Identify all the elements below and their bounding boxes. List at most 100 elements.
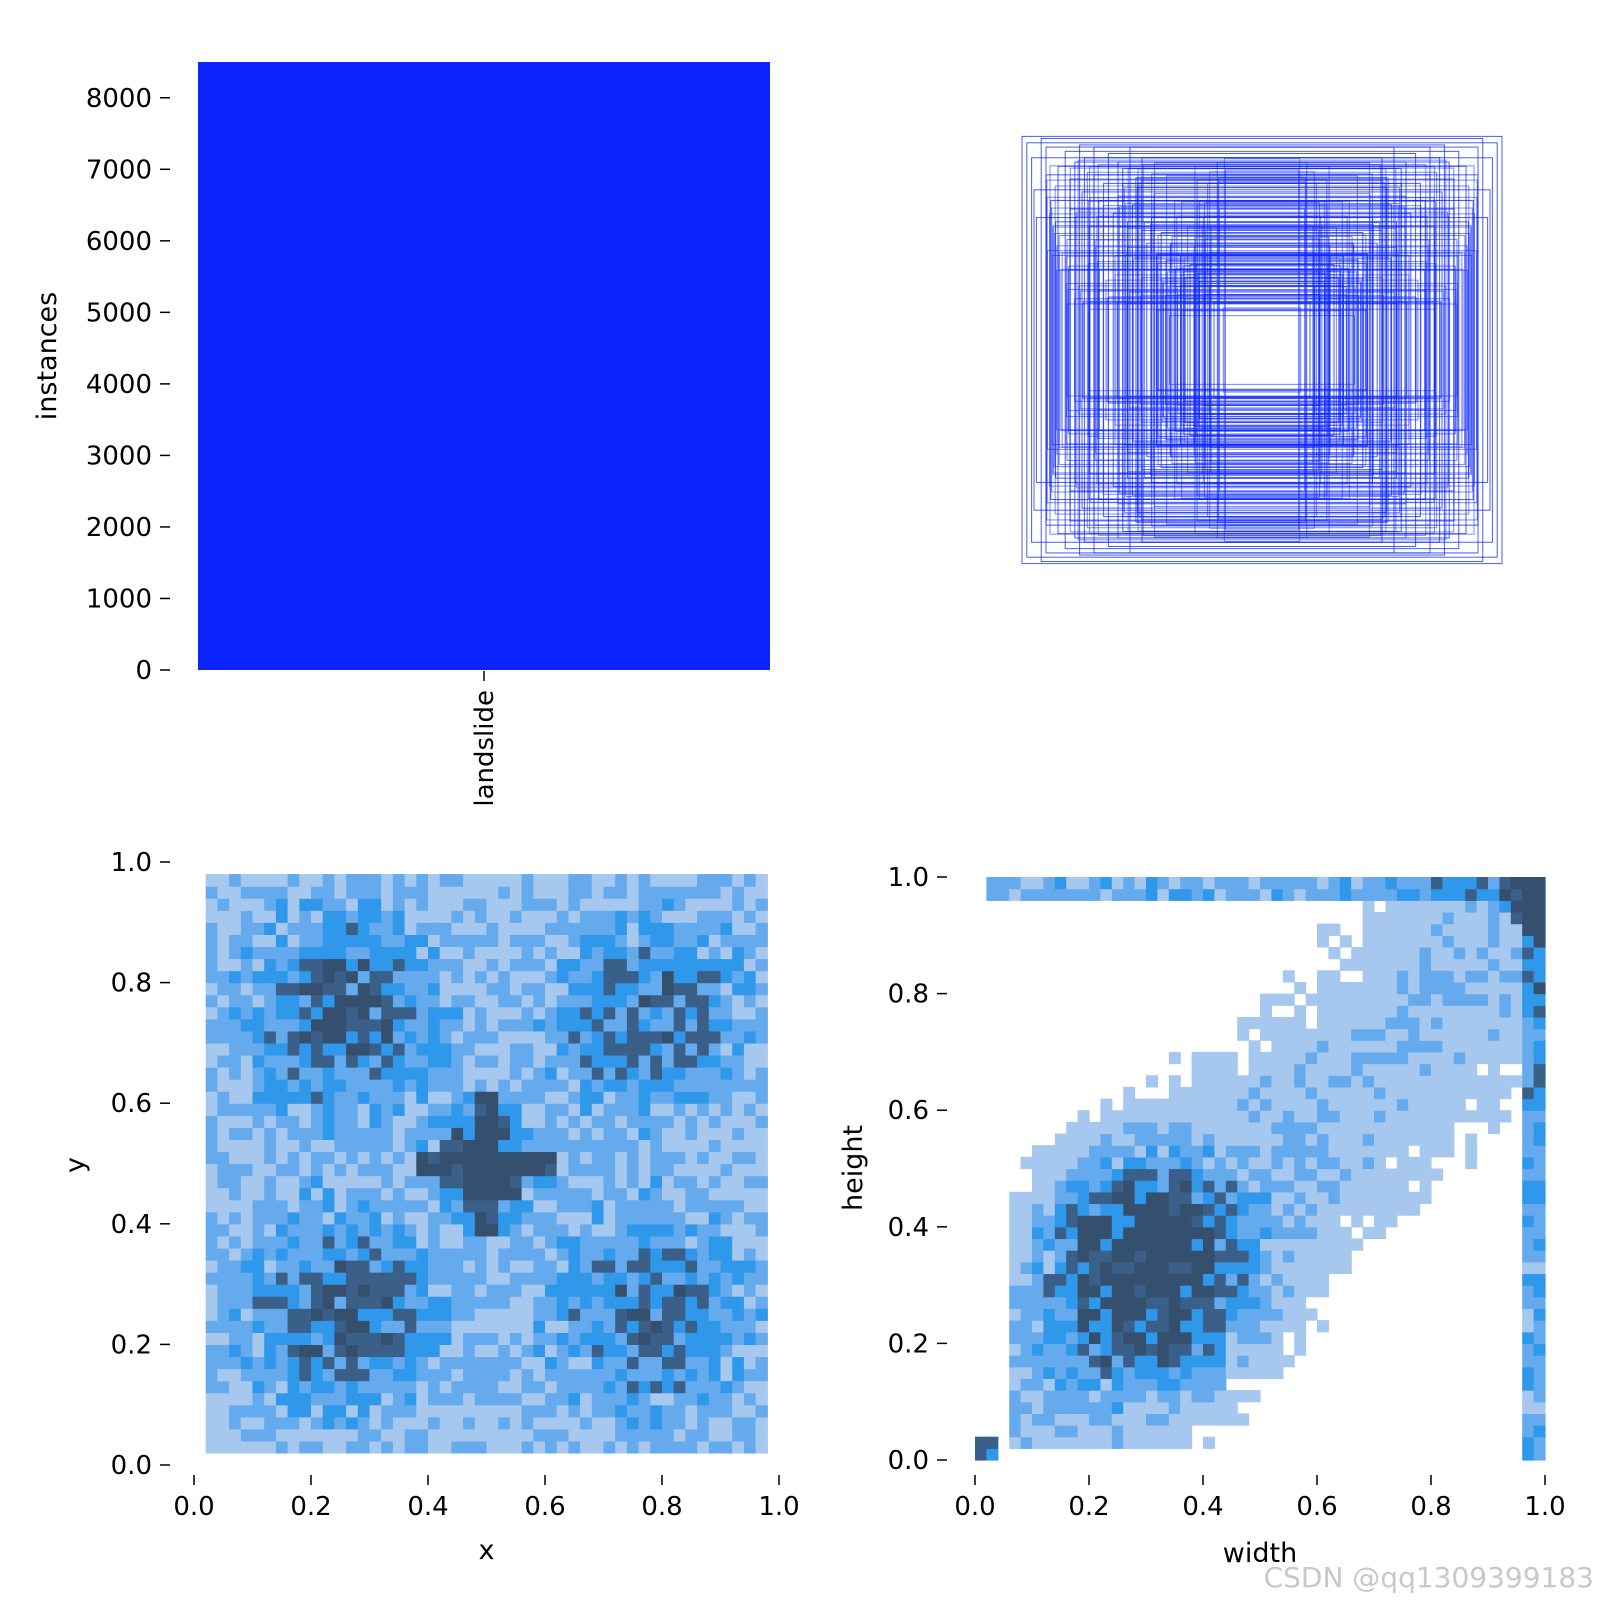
histogram-cell — [1032, 1366, 1044, 1379]
histogram-cell — [1317, 1005, 1329, 1018]
histogram-cell — [229, 1320, 242, 1333]
histogram-cell — [498, 874, 511, 887]
histogram-cell — [1339, 1063, 1352, 1076]
histogram-cell — [638, 982, 651, 996]
histogram-cell — [1043, 1413, 1056, 1426]
histogram-cell — [697, 1332, 710, 1345]
histogram-cell — [1214, 1296, 1227, 1310]
histogram-cell — [392, 1187, 406, 1201]
histogram-cell — [1054, 1343, 1067, 1356]
histogram-cell — [252, 1054, 265, 1068]
box-outline — [1141, 157, 1383, 543]
histogram-cell — [1282, 877, 1295, 890]
histogram-cell — [1066, 1308, 1079, 1321]
histogram-cell — [673, 1416, 686, 1430]
histogram-cell — [205, 946, 218, 960]
histogram-cell — [240, 1404, 254, 1418]
histogram-cell — [556, 994, 569, 1008]
histogram-cell — [205, 970, 218, 984]
histogram-cell — [1305, 993, 1318, 1006]
histogram-cell — [1533, 1273, 1546, 1286]
histogram-cell — [720, 1151, 733, 1165]
histogram-cell — [287, 1006, 300, 1020]
histogram-cell — [708, 1127, 722, 1140]
histogram-cell — [1408, 1063, 1421, 1076]
histogram-cell — [1054, 1226, 1067, 1240]
histogram-cell — [217, 1127, 230, 1140]
histogram-cell — [545, 1247, 558, 1261]
histogram-cell — [662, 1272, 675, 1285]
histogram-cell — [556, 1127, 569, 1140]
histogram-cell — [275, 1139, 289, 1153]
histogram-cell — [1510, 900, 1523, 913]
histogram-cell — [275, 970, 289, 984]
histogram-cell — [580, 1187, 593, 1201]
histogram-cell — [626, 946, 640, 960]
histogram-cell — [334, 1139, 347, 1153]
histogram-cell — [1214, 1051, 1227, 1065]
histogram-cell — [603, 1235, 616, 1249]
histogram-cell — [1351, 1040, 1364, 1053]
histogram-cell — [486, 1416, 499, 1430]
histogram-cell — [311, 1368, 324, 1382]
histogram-cell — [1089, 1355, 1101, 1368]
histogram-cell — [463, 1392, 476, 1406]
histogram-cell — [240, 1320, 254, 1333]
histogram-cell — [217, 934, 230, 948]
histogram-cell — [1374, 993, 1386, 1006]
histogram-cell — [545, 1211, 558, 1225]
histogram-cell — [1066, 1215, 1079, 1228]
histogram-cell — [1237, 1215, 1250, 1228]
histogram-cell — [1214, 1226, 1227, 1240]
histogram-cell — [533, 1247, 546, 1261]
histogram-cell — [1260, 1308, 1272, 1321]
histogram-cell — [1077, 1133, 1090, 1146]
histogram-cell — [708, 1247, 722, 1261]
histogram-cell — [1408, 1121, 1421, 1135]
histogram-cell — [580, 922, 593, 935]
histogram-cell — [287, 886, 300, 899]
histogram-cell — [732, 1308, 745, 1321]
histogram-cell — [720, 874, 733, 887]
histogram-cell — [1385, 1180, 1398, 1193]
histogram-cell — [428, 1163, 441, 1177]
histogram-cell — [533, 1428, 546, 1442]
box-outline — [1106, 297, 1418, 403]
histogram-cell — [1054, 1238, 1067, 1251]
histogram-cell — [357, 1079, 371, 1092]
histogram-cell — [1191, 1086, 1204, 1100]
histogram-cell — [533, 1308, 546, 1321]
box-outline — [1156, 254, 1368, 446]
histogram-cell — [1146, 1075, 1158, 1088]
histogram-cell — [322, 1332, 335, 1345]
histogram-cell — [685, 1272, 698, 1285]
histogram-cell — [1225, 1366, 1238, 1379]
box-outline — [1138, 182, 1386, 518]
histogram-cell — [311, 1151, 324, 1165]
histogram-cell — [1328, 1075, 1341, 1088]
histogram-cell — [685, 1006, 698, 1020]
histogram-cell — [428, 1018, 441, 1032]
histogram-cell — [1100, 1145, 1113, 1158]
histogram-cell — [1146, 1401, 1158, 1414]
histogram-cell — [1476, 981, 1489, 995]
histogram-cell — [1009, 1250, 1022, 1263]
histogram-cell — [638, 1163, 651, 1177]
histogram-cell — [299, 1356, 312, 1370]
histogram-cell — [580, 1272, 593, 1285]
box-outline — [1074, 298, 1450, 402]
histogram-cell — [580, 1079, 593, 1092]
histogram-cell — [591, 1308, 605, 1321]
histogram-cell — [580, 1163, 593, 1177]
histogram-cell — [275, 1235, 289, 1249]
histogram-cell — [1465, 1133, 1478, 1146]
histogram-cell — [486, 1006, 499, 1020]
histogram-cell — [404, 1247, 417, 1261]
histogram-cell — [311, 1127, 324, 1140]
box-outline — [1069, 167, 1455, 533]
histogram-cell — [264, 1416, 277, 1430]
histogram-cell — [591, 1296, 605, 1309]
box-outline — [1183, 270, 1341, 430]
histogram-cell — [451, 1091, 464, 1104]
box-outline — [1175, 268, 1349, 432]
